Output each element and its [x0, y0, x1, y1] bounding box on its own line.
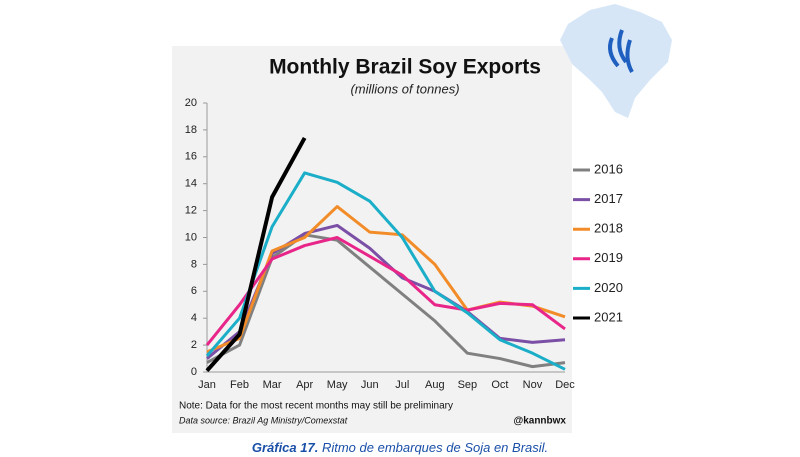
source: Data source: Brazil Ag Ministry/Comexsta…: [179, 415, 348, 425]
soy-icon: [608, 29, 634, 73]
legend-label: 2018: [594, 221, 623, 236]
x-tick-label: Apr: [296, 379, 313, 391]
x-tick-label: Feb: [230, 379, 249, 391]
note: Note: Data for the most recent months ma…: [179, 401, 453, 412]
chart-panel: [172, 46, 572, 433]
x-tick-label: Sep: [458, 379, 478, 391]
credit: @kannbwx: [513, 416, 566, 427]
caption-label: Gráfica 17.: [252, 440, 319, 455]
x-tick-label: Oct: [491, 379, 508, 391]
y-tick-label: 20: [185, 97, 197, 109]
y-tick-label: 0: [191, 366, 197, 378]
legend-label: 2020: [594, 280, 623, 295]
y-tick-label: 16: [185, 151, 197, 163]
y-tick-label: 4: [191, 312, 197, 324]
x-tick-label: May: [327, 379, 348, 391]
y-tick-label: 12: [185, 205, 197, 217]
y-tick-label: 10: [185, 231, 197, 243]
caption-text: Ritmo de embarques de Soja en Brasil.: [322, 440, 548, 455]
series-line: [205, 171, 566, 371]
legend-label: 2019: [594, 250, 623, 265]
series-line: [205, 236, 566, 347]
y-tick-label: 14: [185, 178, 197, 190]
x-tick-label: Jan: [198, 379, 216, 391]
y-tick-label: 2: [191, 339, 197, 351]
chart-title: Monthly Brazil Soy Exports: [269, 56, 541, 79]
series-line: [205, 137, 307, 372]
caption: Gráfica 17. Ritmo de embarques de Soja e…: [252, 440, 548, 455]
y-tick-label: 18: [185, 124, 197, 136]
x-tick-label: Jun: [361, 379, 379, 391]
legend-label: 2016: [594, 161, 623, 176]
legend-label: 2017: [594, 191, 623, 206]
series-line: [206, 233, 566, 369]
x-tick-label: Dec: [555, 379, 575, 391]
x-tick-label: Nov: [523, 379, 543, 391]
legend-label: 2021: [594, 309, 623, 324]
chart-subtitle: (millions of tonnes): [350, 81, 459, 96]
x-tick-label: Mar: [263, 379, 282, 391]
x-tick-label: Jul: [395, 379, 409, 391]
x-tick-label: Aug: [425, 379, 445, 391]
y-tick-label: 8: [191, 258, 197, 270]
y-tick-label: 6: [191, 285, 197, 297]
